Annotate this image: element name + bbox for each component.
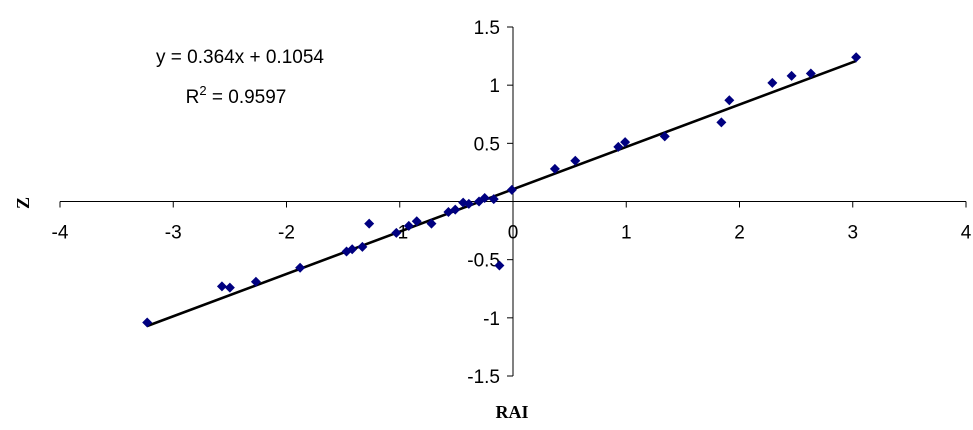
data-point xyxy=(724,95,735,106)
x-axis-title: RAI xyxy=(495,402,528,422)
y-tick-label: 1.5 xyxy=(474,18,500,39)
data-point xyxy=(463,198,474,209)
x-tick-label: 0 xyxy=(508,223,519,244)
x-tick-label: 1 xyxy=(621,223,632,244)
r-squared-letter: R xyxy=(186,87,200,108)
data-point xyxy=(716,117,727,128)
y-tick-label: -1 xyxy=(483,309,500,330)
data-point xyxy=(620,137,631,148)
data-point xyxy=(411,216,422,227)
y-axis-title: Z xyxy=(13,197,33,209)
y-tick-label: 1 xyxy=(489,76,500,97)
y-tick-label: -1.5 xyxy=(467,367,500,388)
r-squared-value: = 0.9597 xyxy=(207,87,287,108)
r-squared-exponent: 2 xyxy=(199,83,206,98)
y-tick-label: 0.5 xyxy=(474,134,500,155)
data-point xyxy=(347,244,358,255)
data-point xyxy=(506,184,517,195)
r-squared-label: R2 = 0.9597 xyxy=(186,83,287,108)
y-tick-label: -0.5 xyxy=(467,251,500,272)
x-tick-label: 3 xyxy=(847,223,858,244)
data-point xyxy=(142,317,153,328)
axes xyxy=(59,26,967,377)
data-point xyxy=(613,141,624,152)
data-point xyxy=(851,52,862,63)
data-point xyxy=(805,68,816,79)
data-point xyxy=(391,227,402,238)
data-point xyxy=(767,77,778,88)
data-point xyxy=(295,262,306,273)
x-tick-label: 4 xyxy=(961,223,972,244)
trendline xyxy=(146,59,857,328)
data-point xyxy=(364,218,375,229)
data-point xyxy=(488,194,499,205)
data-point xyxy=(549,163,560,174)
data-point xyxy=(479,193,490,204)
data-point xyxy=(426,218,437,229)
data-point xyxy=(450,204,461,215)
data-point xyxy=(216,281,227,292)
x-tick-label: 2 xyxy=(734,223,745,244)
data-point xyxy=(224,282,235,293)
x-tick-label: -4 xyxy=(52,223,69,244)
data-points xyxy=(142,52,862,328)
trendline-equation: y = 0.364x + 0.1054 xyxy=(156,47,324,68)
data-point xyxy=(357,241,368,252)
data-point xyxy=(494,260,505,271)
data-point xyxy=(786,70,797,81)
x-tick-label: -3 xyxy=(165,223,182,244)
data-point xyxy=(659,131,670,142)
linear-trendline xyxy=(146,59,857,328)
data-point xyxy=(403,220,414,231)
x-tick-label: -2 xyxy=(278,223,295,244)
data-point xyxy=(570,155,581,166)
tick-labels: -4-3-2-101234-1.5-1-0.50.511.5 xyxy=(52,18,972,388)
data-point xyxy=(250,276,261,287)
